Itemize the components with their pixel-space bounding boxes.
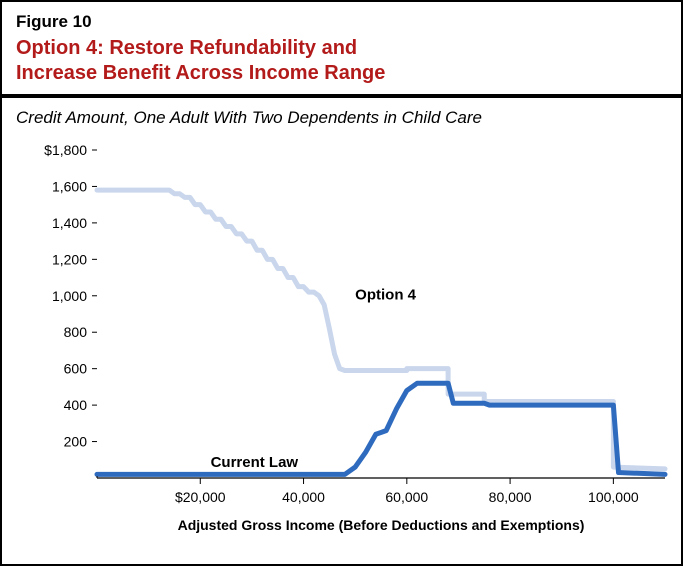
figure-title-line1: Option 4: Restore Refundability and xyxy=(16,37,357,59)
svg-text:400: 400 xyxy=(64,397,88,413)
series-option4 xyxy=(97,190,665,469)
svg-text:$20,000: $20,000 xyxy=(175,489,226,505)
svg-text:80,000: 80,000 xyxy=(489,489,532,505)
svg-text:1,000: 1,000 xyxy=(52,288,87,304)
svg-text:1,200: 1,200 xyxy=(52,251,87,267)
figure-header: Figure 10 Option 4: Restore Refundabilit… xyxy=(2,2,681,98)
svg-text:100,000: 100,000 xyxy=(588,489,639,505)
svg-text:200: 200 xyxy=(64,434,88,450)
svg-text:1,600: 1,600 xyxy=(52,178,87,194)
svg-text:600: 600 xyxy=(64,361,88,377)
figure-title: Option 4: Restore Refundability and Incr… xyxy=(16,36,667,86)
x-axis-title: Adjusted Gross Income (Before Deductions… xyxy=(178,517,585,533)
series-current-law xyxy=(97,383,665,474)
figure-title-line2: Increase Benefit Across Income Range xyxy=(16,62,385,84)
svg-text:40,000: 40,000 xyxy=(282,489,325,505)
line-chart: 200 400 600 800 1,000 1,200 1,400 1,600 $1,800 $2… xyxy=(2,128,683,548)
figure-container: Figure 10 Option 4: Restore Refundabilit… xyxy=(0,0,683,566)
figure-number: Figure 10 xyxy=(16,12,667,32)
chart-subtitle: Credit Amount, One Adult With Two Depend… xyxy=(2,98,681,128)
label-option4: Option 4 xyxy=(355,286,416,303)
label-current-law: Current Law xyxy=(211,454,299,471)
svg-text:60,000: 60,000 xyxy=(385,489,428,505)
svg-text:$1,800: $1,800 xyxy=(44,142,87,158)
svg-text:800: 800 xyxy=(64,324,88,340)
svg-text:1,400: 1,400 xyxy=(52,215,87,231)
chart-area: 200 400 600 800 1,000 1,200 1,400 1,600 $1,800 $2… xyxy=(2,128,681,548)
